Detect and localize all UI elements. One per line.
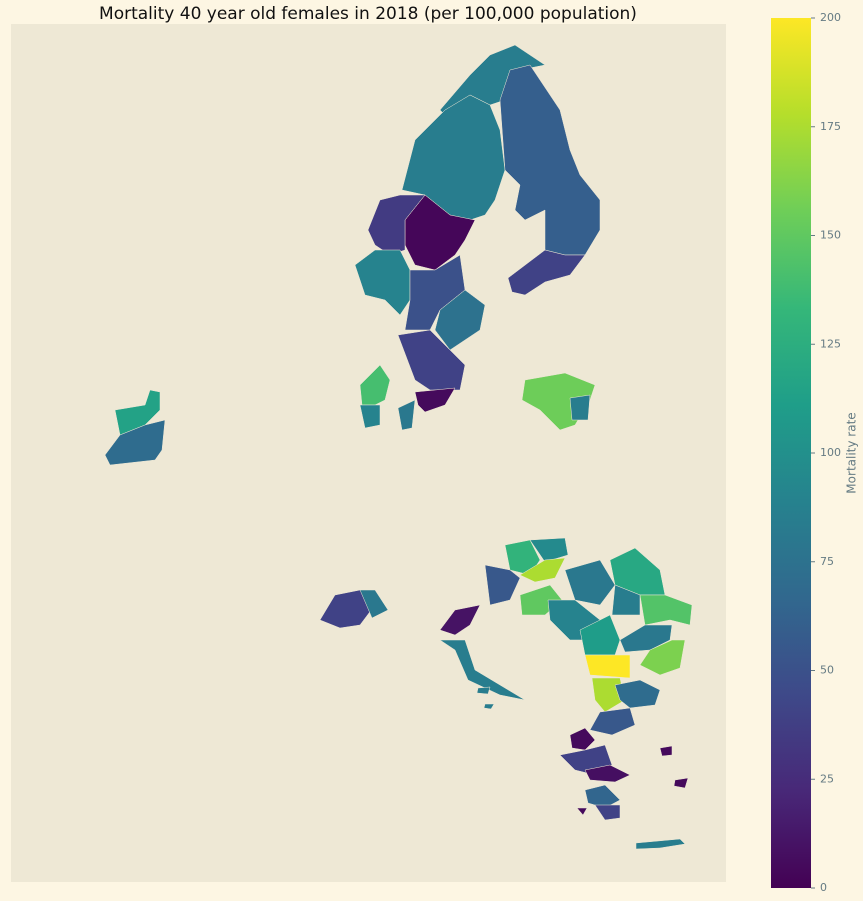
region — [439, 639, 526, 701]
region — [614, 679, 661, 709]
region — [576, 807, 588, 816]
colorbar-tick-label: 0 — [820, 881, 827, 894]
region — [584, 654, 631, 679]
region — [359, 404, 381, 429]
region — [564, 559, 616, 606]
colorbar — [771, 18, 811, 888]
region — [483, 703, 495, 710]
chart-title: Mortality 40 year old females in 2018 (p… — [99, 4, 637, 24]
region — [414, 387, 456, 413]
region — [439, 604, 481, 636]
region — [569, 727, 596, 751]
region — [397, 329, 466, 391]
region — [519, 557, 566, 583]
region — [507, 249, 586, 296]
colorbar-tick-label: 100 — [820, 446, 841, 459]
region — [484, 564, 521, 606]
region — [104, 419, 166, 466]
region — [594, 804, 621, 821]
region — [619, 624, 673, 653]
region — [404, 194, 476, 271]
region — [569, 394, 591, 421]
region — [635, 838, 686, 850]
region — [476, 686, 491, 695]
region — [434, 289, 486, 351]
colorbar-tick-label: 50 — [820, 664, 834, 677]
colorbar-tick-label: 25 — [820, 772, 834, 785]
region — [367, 194, 426, 256]
region — [639, 639, 686, 676]
region — [584, 784, 621, 809]
region — [359, 589, 389, 619]
region — [611, 584, 641, 616]
region — [589, 707, 636, 736]
region — [659, 745, 673, 757]
region — [397, 399, 416, 431]
region — [673, 777, 689, 789]
colorbar-tick-label: 150 — [820, 229, 841, 242]
colorbar-tick-label: 175 — [820, 120, 841, 133]
region — [529, 537, 569, 563]
colorbar-tick-label: 125 — [820, 337, 841, 350]
colorbar-tick-label: 75 — [820, 555, 834, 568]
regions — [104, 44, 693, 850]
colorbar-label: Mortality rate — [845, 412, 859, 493]
region — [579, 614, 621, 656]
region — [584, 764, 631, 783]
region — [499, 64, 601, 256]
colorbar-tick-label: 200 — [820, 11, 841, 24]
